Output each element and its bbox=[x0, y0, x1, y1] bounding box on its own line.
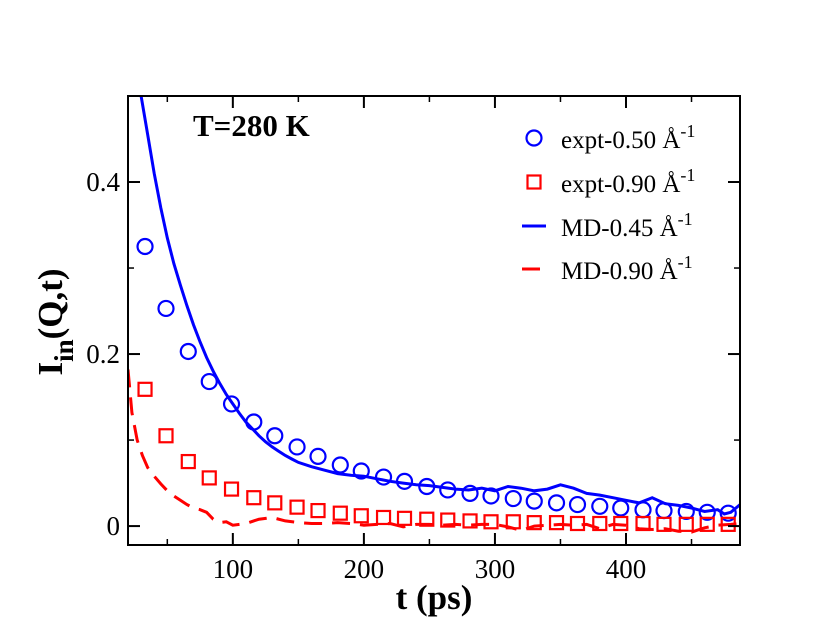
data-point-square bbox=[332, 505, 348, 521]
data-point-circle bbox=[612, 499, 630, 517]
data-point-circle bbox=[157, 299, 175, 318]
x-tick-label: 300 bbox=[475, 554, 516, 584]
series-line-3 bbox=[139, 96, 740, 516]
data-point-square bbox=[699, 516, 715, 532]
data-point-circle bbox=[461, 484, 479, 502]
data-point-square bbox=[440, 512, 456, 528]
data-point-square bbox=[548, 515, 565, 531]
data-point-square bbox=[375, 509, 392, 526]
y-axis-label-sub: in bbox=[49, 339, 79, 362]
data-point-circle bbox=[309, 447, 327, 466]
data-point-circle bbox=[525, 492, 543, 510]
data-point-square bbox=[246, 490, 262, 506]
data-point-square bbox=[180, 453, 196, 470]
y-tick-label: 0.2 bbox=[86, 339, 120, 369]
legend-label: MD-0.45 Å-1 bbox=[561, 209, 693, 242]
data-point-square bbox=[656, 516, 672, 532]
legend-marker-square bbox=[526, 174, 542, 190]
data-point-square bbox=[526, 515, 542, 531]
data-point-circle bbox=[568, 495, 587, 514]
data-point-square bbox=[267, 495, 283, 511]
data-point-circle bbox=[352, 462, 370, 480]
series-layer bbox=[128, 96, 740, 534]
data-point-circle bbox=[222, 395, 241, 413]
y-axis-label-rest: (Q,t) bbox=[31, 268, 70, 339]
data-point-circle bbox=[136, 237, 154, 256]
data-point-circle bbox=[245, 413, 263, 431]
y-tick-label: 0 bbox=[107, 511, 121, 541]
data-point-square bbox=[289, 499, 305, 515]
data-point-square bbox=[137, 381, 153, 397]
axis-ticks: 100 200 300 400 0 0.2 0.4 bbox=[86, 96, 740, 584]
x-tick-label: 100 bbox=[213, 554, 254, 584]
data-point-circle bbox=[591, 497, 609, 515]
data-point-square bbox=[462, 513, 478, 529]
data-point-circle bbox=[179, 342, 197, 361]
data-point-square bbox=[353, 508, 369, 524]
x-axis-label: t (ps) bbox=[396, 578, 473, 617]
y-axis-label: Iin(Q,t) bbox=[31, 268, 79, 375]
data-point-circle bbox=[331, 456, 349, 474]
x-tick-label: 400 bbox=[606, 554, 647, 584]
data-point-circle bbox=[266, 427, 284, 445]
y-axis-label-main: I bbox=[31, 362, 70, 376]
data-point-square bbox=[483, 514, 499, 530]
legend-label: expt-0.90 Å-1 bbox=[561, 165, 695, 198]
series-line-4 bbox=[128, 369, 740, 534]
legend-label: expt-0.50 Å-1 bbox=[561, 121, 695, 154]
data-point-circle bbox=[288, 438, 306, 456]
legend-marker-circle bbox=[525, 129, 543, 147]
y-tick-label: 0.4 bbox=[86, 167, 120, 197]
data-point-circle bbox=[482, 487, 500, 505]
plot-frame bbox=[127, 95, 741, 546]
data-point-square bbox=[310, 502, 326, 519]
data-point-square bbox=[223, 481, 240, 497]
temperature-annotation: T=280 K bbox=[193, 108, 310, 143]
data-point-circle bbox=[374, 468, 393, 486]
legend-label: MD-0.90 Å-1 bbox=[561, 252, 693, 285]
data-point-circle bbox=[634, 501, 652, 519]
data-point-circle bbox=[698, 503, 716, 521]
data-point-circle bbox=[504, 489, 522, 508]
data-point-circle bbox=[200, 372, 218, 391]
data-point-square bbox=[678, 516, 694, 532]
x-tick-label: 200 bbox=[344, 554, 385, 584]
data-point-circle bbox=[547, 494, 566, 512]
data-point-square bbox=[592, 515, 608, 532]
legend: expt-0.50 Å-1 expt-0.90 Å-1 MD-0.45 Å-1 MD-… bbox=[522, 121, 695, 285]
data-point-square bbox=[201, 470, 217, 486]
data-point-square bbox=[158, 428, 174, 444]
data-point-square bbox=[396, 510, 413, 526]
